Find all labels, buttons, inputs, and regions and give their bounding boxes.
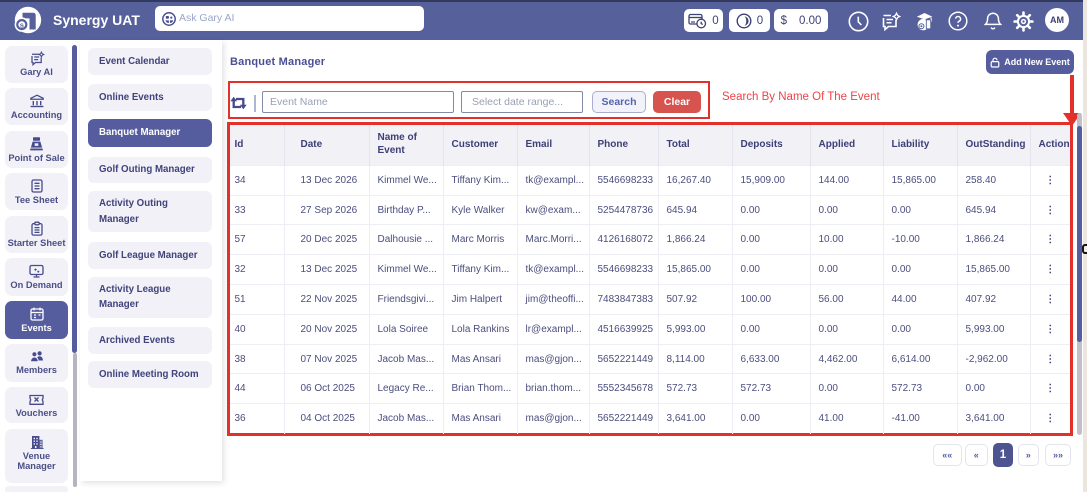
svg-text:s: s	[20, 20, 24, 29]
